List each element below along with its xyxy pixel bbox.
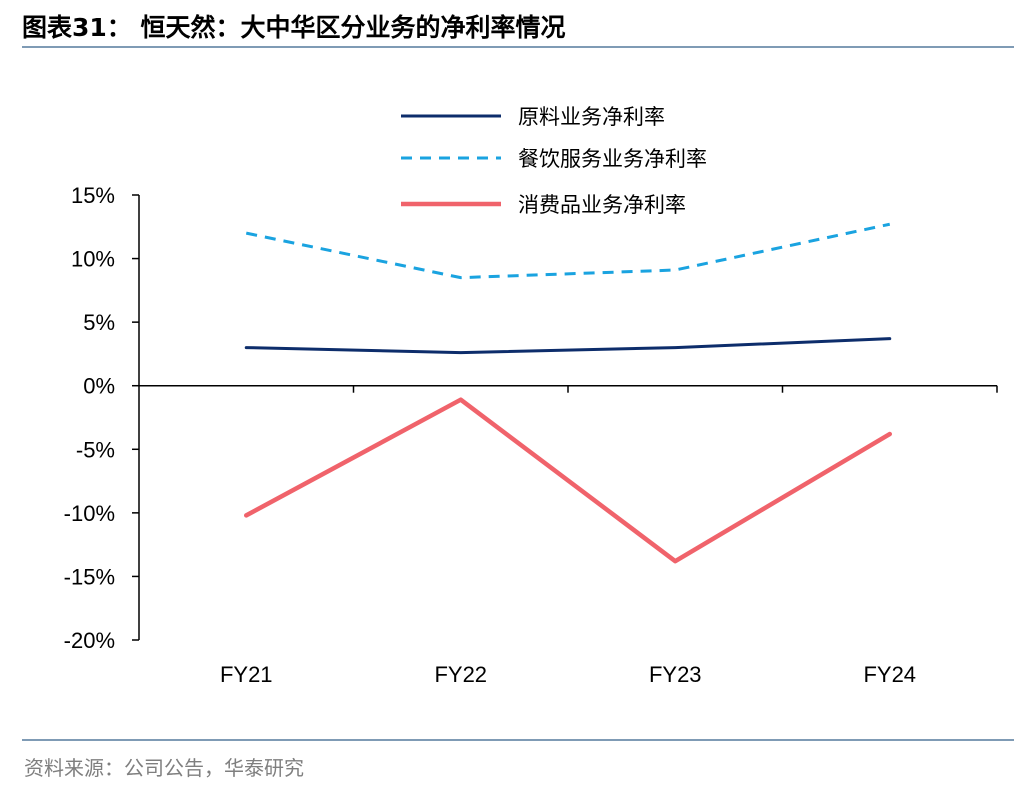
- legend-label: 消费品业务净利率: [518, 193, 686, 217]
- figure-title: 图表31： 恒天然：大中华区分业务的净利率情况: [22, 13, 566, 42]
- x-tick-label: FY22: [434, 662, 487, 687]
- y-tick-label: 10%: [71, 247, 115, 272]
- series-line-1: [244, 337, 892, 355]
- source-note: 资料来源：公司公告，华泰研究: [24, 756, 304, 780]
- y-tick-label: -15%: [64, 564, 115, 589]
- y-tick-label: 0%: [83, 374, 115, 399]
- y-tick-label: -10%: [64, 501, 115, 526]
- series-line-2: [245, 222, 891, 280]
- y-tick-label: -5%: [76, 437, 115, 462]
- legend-label: 餐饮服务业务净利率: [518, 147, 707, 171]
- source-divider: [22, 739, 1014, 741]
- y-tick-label: 15%: [71, 183, 115, 208]
- y-tick-label: 5%: [83, 310, 115, 335]
- y-tick-label: -20%: [64, 628, 115, 653]
- x-tick-label: FY23: [649, 662, 702, 687]
- x-tick-label: FY21: [220, 662, 273, 687]
- x-tick-label: FY24: [863, 662, 916, 687]
- title-divider: [22, 46, 1014, 48]
- series-line-3: [244, 397, 892, 564]
- legend-label: 原料业务净利率: [518, 105, 665, 129]
